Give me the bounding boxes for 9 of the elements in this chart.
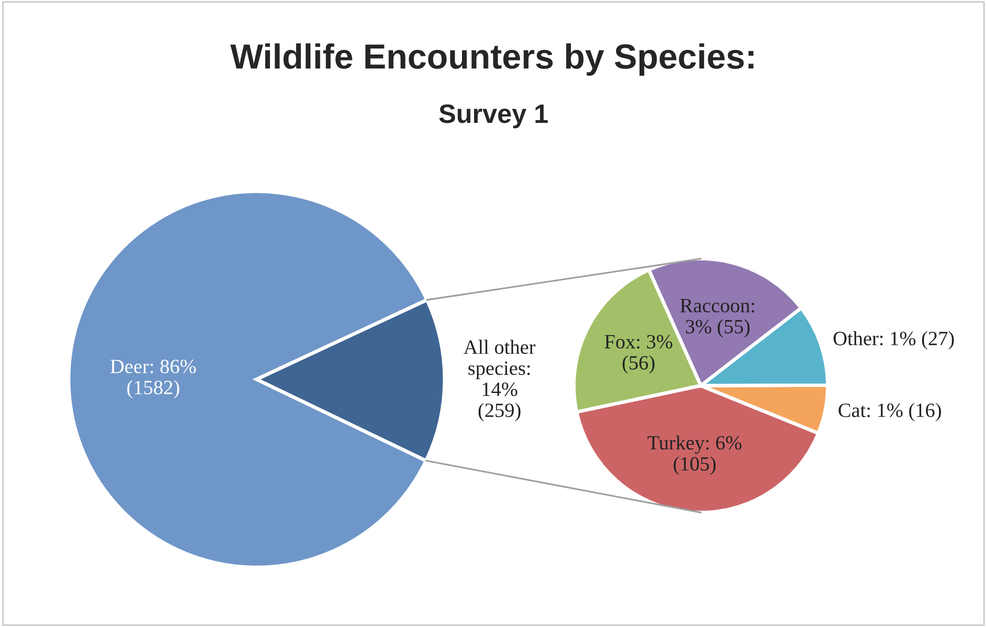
slice-label: All other species: 14% (259) <box>464 340 536 422</box>
chart-title: Wildlife Encounters by Species: <box>230 43 754 76</box>
slice-label: Raccoon: 3% (55) <box>680 299 754 338</box>
slice-label: Other: 1% (27) <box>834 331 954 350</box>
slice-label: Turkey: 6% (105) <box>648 435 742 475</box>
chart-subtitle: Survey 1 <box>439 104 548 128</box>
slice-label: Deer: 86% (1582) <box>110 360 196 398</box>
slice-label: Fox: 3% (56) <box>604 334 672 374</box>
slice-label: Cat: 1% (16) <box>838 402 941 422</box>
